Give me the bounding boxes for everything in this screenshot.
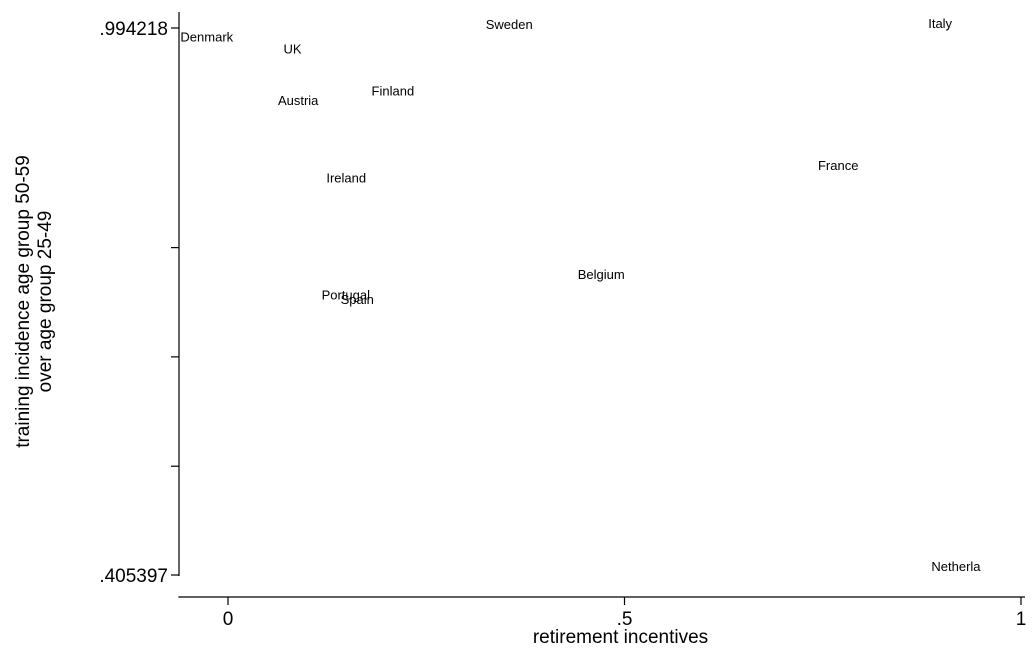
x-tick-label: 0 <box>223 609 234 630</box>
y-axis-title: training incidence age group 50-59 over … <box>13 155 56 448</box>
x-axis-ticks: 0.5 1 <box>223 597 1027 630</box>
point-label-portugal: Portugal <box>322 287 371 302</box>
y-tick-label: .405397 <box>99 566 168 587</box>
y-axis-title-line-2: over age group 25-49 <box>35 211 56 393</box>
y-axis-title-line-1: training incidence age group 50-59 <box>13 155 34 448</box>
point-label-spain: Spain <box>341 292 374 307</box>
y-axis-ticks: .405397 .994218 <box>99 19 179 587</box>
x-tick-label: 1 <box>1016 609 1027 630</box>
y-tick-label: .994218 <box>99 19 168 40</box>
point-label-sweden: Sweden <box>486 17 533 32</box>
point-label-uk: UK <box>284 41 302 56</box>
point-label-belgium: Belgium <box>578 267 625 282</box>
point-label-austria: Austria <box>278 93 319 108</box>
point-label-denmark: Denmark <box>180 29 233 44</box>
point-label-ireland: Ireland <box>326 171 366 186</box>
point-label-france: France <box>818 158 858 173</box>
x-axis-title: retirement incentives <box>533 627 708 648</box>
data-points: Denmark UK Sweden Italy Finland Austria France… <box>180 16 981 574</box>
point-label-netherla: Netherla <box>931 559 981 574</box>
x-tick-label: .5 <box>617 609 633 630</box>
point-label-italy: Italy <box>928 16 952 31</box>
point-label-finland: Finland <box>372 83 415 98</box>
